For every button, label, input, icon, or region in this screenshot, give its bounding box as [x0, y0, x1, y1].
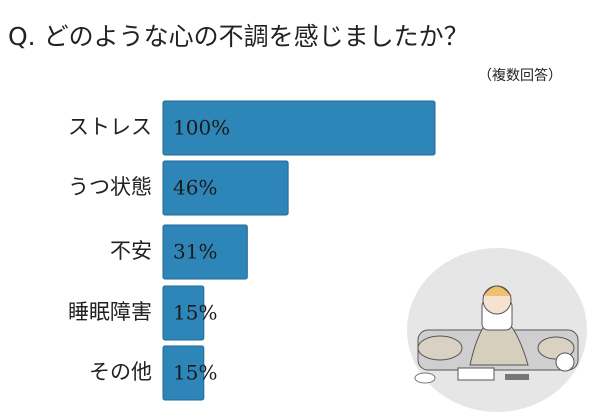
bar: [162, 345, 205, 401]
category-label: うつ状態: [68, 175, 152, 199]
bar: [162, 100, 436, 156]
bar: [162, 160, 289, 216]
chart-subtitle: （複数回答）: [478, 67, 562, 84]
value-label: 15%: [173, 301, 217, 325]
value-label: 100%: [173, 116, 230, 140]
value-label: 31%: [173, 240, 217, 264]
value-label: 46%: [173, 176, 217, 200]
illustration: [407, 248, 587, 412]
category-label: 不安: [110, 239, 152, 263]
category-label: ストレス: [68, 115, 152, 139]
category-label: 睡眠障害: [68, 300, 152, 324]
value-label: 15%: [173, 361, 217, 385]
bar: [162, 224, 248, 280]
category-label: その他: [89, 360, 152, 384]
bar: [162, 285, 205, 341]
chart-title: Q. どのような心の不調を感じましたか？: [8, 22, 469, 51]
